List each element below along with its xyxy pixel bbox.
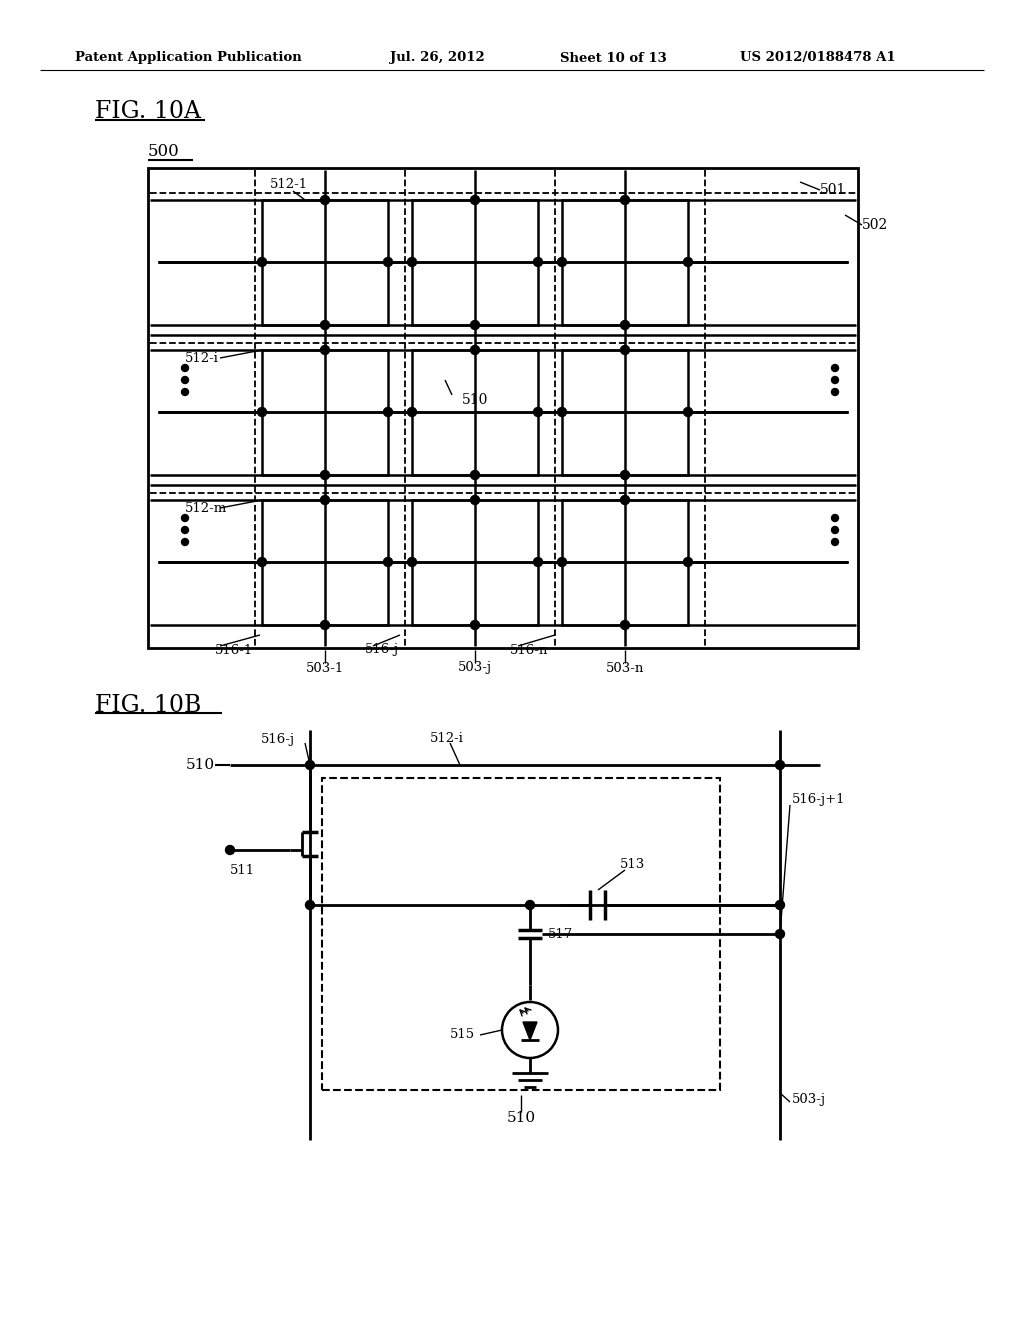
Circle shape (470, 495, 479, 504)
Text: US 2012/0188478 A1: US 2012/0188478 A1 (740, 51, 896, 65)
Circle shape (181, 364, 188, 371)
Circle shape (683, 408, 692, 417)
Circle shape (225, 846, 234, 854)
Circle shape (181, 539, 188, 545)
Text: 510: 510 (186, 758, 215, 772)
Circle shape (257, 408, 266, 417)
Bar (322, 777, 720, 1090)
Text: FIG. 10A: FIG. 10A (95, 100, 201, 124)
Text: Sheet 10 of 13: Sheet 10 of 13 (560, 51, 667, 65)
Polygon shape (523, 1022, 537, 1040)
Circle shape (408, 557, 417, 566)
Bar (262, 201, 388, 325)
Text: 516-j: 516-j (261, 734, 295, 747)
Circle shape (321, 346, 330, 355)
Circle shape (831, 539, 839, 545)
Bar (562, 350, 688, 475)
Text: 503-1: 503-1 (306, 661, 344, 675)
Bar (412, 350, 538, 475)
Text: Patent Application Publication: Patent Application Publication (75, 51, 302, 65)
Circle shape (257, 557, 266, 566)
Circle shape (181, 515, 188, 521)
Text: 503-j: 503-j (458, 661, 493, 675)
Circle shape (321, 470, 330, 479)
Circle shape (534, 257, 543, 267)
Bar (412, 201, 538, 325)
Circle shape (525, 900, 535, 909)
Text: 510: 510 (462, 393, 488, 407)
Text: 516-j: 516-j (365, 644, 399, 656)
Circle shape (470, 195, 479, 205)
Circle shape (408, 257, 417, 267)
Text: 503-n: 503-n (606, 661, 644, 675)
Text: 502: 502 (862, 218, 888, 232)
Circle shape (470, 321, 479, 330)
Text: 516-n: 516-n (510, 644, 549, 656)
Text: 512-i: 512-i (430, 731, 464, 744)
Circle shape (321, 620, 330, 630)
Circle shape (181, 527, 188, 533)
Circle shape (557, 257, 566, 267)
Text: Jul. 26, 2012: Jul. 26, 2012 (390, 51, 484, 65)
Text: 500: 500 (148, 144, 180, 161)
Circle shape (621, 321, 630, 330)
Bar (262, 500, 388, 624)
Bar (262, 350, 388, 475)
Circle shape (621, 495, 630, 504)
Text: 501: 501 (820, 183, 847, 197)
Circle shape (470, 620, 479, 630)
Text: FIG. 10B: FIG. 10B (95, 693, 202, 717)
Circle shape (775, 760, 784, 770)
Circle shape (621, 470, 630, 479)
Circle shape (384, 408, 392, 417)
Bar (562, 500, 688, 624)
Circle shape (534, 408, 543, 417)
Circle shape (534, 557, 543, 566)
Bar (148, 168, 858, 648)
Circle shape (621, 346, 630, 355)
Text: 511: 511 (230, 863, 255, 876)
Circle shape (384, 257, 392, 267)
Circle shape (831, 527, 839, 533)
Text: 513: 513 (620, 858, 645, 871)
Text: 516-j+1: 516-j+1 (792, 793, 846, 807)
Circle shape (621, 195, 630, 205)
Circle shape (683, 557, 692, 566)
Circle shape (775, 900, 784, 909)
Text: 517: 517 (548, 928, 573, 940)
Circle shape (181, 376, 188, 384)
Circle shape (321, 321, 330, 330)
Circle shape (831, 364, 839, 371)
Bar (412, 500, 538, 624)
Circle shape (470, 470, 479, 479)
Circle shape (831, 376, 839, 384)
Text: 512-i: 512-i (185, 351, 219, 364)
Text: 510: 510 (507, 1111, 536, 1125)
Circle shape (557, 408, 566, 417)
Circle shape (831, 388, 839, 396)
Bar (562, 201, 688, 325)
Text: 516-1: 516-1 (215, 644, 253, 656)
Circle shape (621, 620, 630, 630)
Circle shape (408, 408, 417, 417)
Circle shape (305, 900, 314, 909)
Circle shape (831, 515, 839, 521)
Circle shape (181, 388, 188, 396)
Circle shape (257, 257, 266, 267)
Circle shape (775, 929, 784, 939)
Text: 512-m: 512-m (185, 502, 227, 515)
Circle shape (470, 346, 479, 355)
Circle shape (384, 557, 392, 566)
Text: 515: 515 (450, 1028, 475, 1041)
Circle shape (321, 495, 330, 504)
Circle shape (683, 257, 692, 267)
Text: 503-j: 503-j (792, 1093, 826, 1106)
Circle shape (305, 760, 314, 770)
Circle shape (321, 195, 330, 205)
Circle shape (557, 557, 566, 566)
Text: 512-1: 512-1 (270, 178, 308, 191)
